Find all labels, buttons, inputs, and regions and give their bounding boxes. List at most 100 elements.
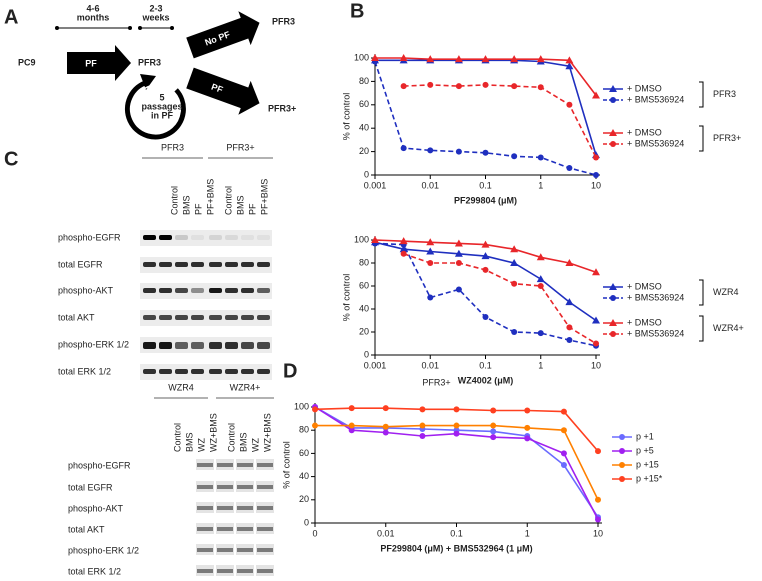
row-label: total EGFR	[68, 482, 113, 492]
marker	[382, 423, 389, 430]
arrow-label: PF	[85, 58, 97, 68]
lane-label: WZ	[196, 438, 206, 452]
marker	[536, 275, 545, 283]
timeline-dot	[138, 26, 142, 30]
x-tick-label: 10	[593, 528, 603, 538]
blot-band	[217, 569, 233, 573]
blot-band	[257, 527, 273, 531]
marker	[524, 424, 531, 431]
blot-band	[191, 262, 204, 267]
marker	[427, 260, 434, 266]
marker	[481, 240, 490, 248]
series-line	[374, 61, 597, 176]
blot-band	[225, 342, 238, 349]
lane-label: PF	[193, 203, 203, 215]
arrow: PF	[186, 67, 260, 115]
blot-band	[257, 315, 270, 320]
y-tick-label: 60	[359, 280, 369, 290]
blot-band	[175, 288, 188, 293]
y-tick-label: 80	[359, 257, 369, 267]
arrow: PF	[67, 45, 131, 81]
x-tick-label: 0.1	[479, 180, 492, 190]
legend-marker	[610, 295, 616, 301]
lane-label: BMS	[181, 195, 191, 215]
blot-band	[209, 315, 222, 320]
y-tick-label: 20	[359, 326, 369, 336]
duration: months	[77, 12, 110, 22]
row-label: total AKT	[58, 312, 95, 322]
marker	[454, 239, 463, 247]
legend-label: p +15	[636, 459, 659, 469]
blot-band	[237, 485, 253, 489]
blot-strip	[140, 310, 272, 326]
panel-label: B	[350, 0, 364, 22]
blot-band	[209, 262, 222, 267]
marker	[371, 54, 379, 61]
legend-label: + BMS536924	[627, 292, 684, 302]
blot-band	[257, 262, 270, 267]
panel-label: A	[4, 6, 18, 28]
marker	[426, 238, 435, 246]
marker	[524, 435, 531, 442]
arrow-label: PF	[210, 82, 225, 96]
blot-band	[237, 527, 253, 531]
loop-text: 5	[159, 92, 164, 102]
blot-strip	[140, 283, 272, 299]
legend-marker	[610, 97, 616, 103]
legend-label: p +5	[636, 445, 654, 455]
marker	[399, 54, 408, 61]
blot-strip	[140, 364, 272, 380]
legend-group: PFR3	[713, 89, 736, 99]
marker	[566, 164, 573, 171]
marker	[312, 406, 318, 413]
legend-marker	[610, 331, 616, 337]
marker	[592, 91, 600, 99]
marker	[482, 149, 489, 156]
blot-band	[209, 342, 222, 349]
x-axis-label: PF299804 (μM)	[454, 195, 517, 205]
blot-band	[143, 342, 156, 349]
row-label: total AKT	[68, 524, 105, 534]
blot-band	[225, 288, 238, 293]
legend-label: + DMSO	[627, 281, 662, 291]
legend-marker	[619, 476, 625, 482]
blot-band	[237, 463, 253, 467]
y-tick-label: 0	[304, 517, 309, 527]
x-tick-label: 0.1	[479, 360, 492, 370]
legend-marker	[609, 85, 617, 92]
group-label: PFR3+	[226, 142, 254, 152]
blot-band	[143, 369, 156, 374]
x-tick-label: 0.01	[421, 360, 439, 370]
lane-label: BMS	[238, 432, 248, 452]
blot-band	[257, 288, 270, 293]
marker	[537, 330, 544, 337]
x-tick-label: 10	[591, 360, 601, 370]
series-line	[375, 57, 597, 96]
blot-band	[175, 315, 188, 320]
marker	[453, 422, 460, 429]
marker	[481, 252, 490, 260]
loop-head	[140, 74, 156, 90]
marker	[482, 81, 489, 88]
legend-label: p +15*	[636, 473, 663, 483]
legend-marker	[619, 462, 625, 468]
legend-group: WZR4	[713, 287, 739, 297]
marker	[524, 407, 531, 414]
blot-band	[225, 235, 238, 240]
marker	[312, 422, 318, 429]
y-tick-label: 100	[294, 401, 309, 411]
lane-label: Control	[172, 423, 182, 452]
legend-label: + DMSO	[627, 317, 662, 327]
row-label: total ERK 1/2	[58, 366, 111, 376]
blot-band	[197, 463, 213, 467]
duration: weeks	[141, 12, 169, 22]
marker	[382, 429, 389, 436]
marker	[400, 145, 407, 152]
marker	[454, 55, 463, 63]
timeline-dot	[55, 26, 59, 30]
marker	[565, 298, 574, 306]
blot-band	[143, 262, 156, 267]
lane-label: Control	[226, 423, 236, 452]
row-label: phospho-ERK 1/2	[68, 545, 139, 555]
marker	[455, 83, 462, 90]
